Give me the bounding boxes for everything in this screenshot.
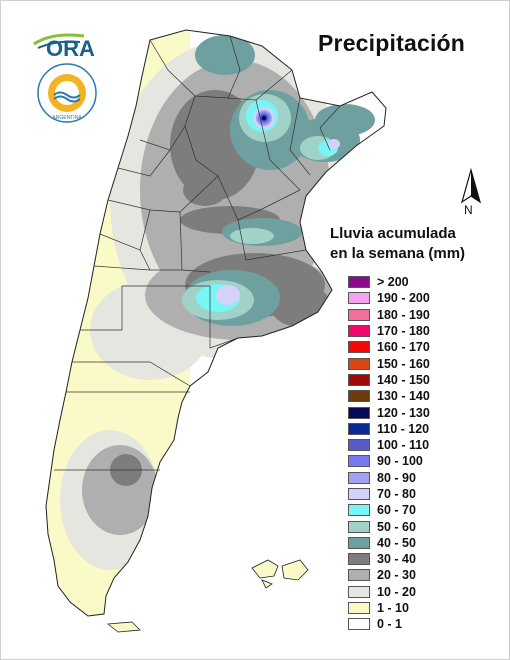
legend-item: 120 - 130 [348,404,430,420]
legend-label: 10 - 20 [377,584,416,599]
legend-item: 100 - 110 [348,437,430,453]
legend-item: 130 - 140 [348,388,430,404]
ora-logo: ORA [33,33,95,60]
legend-item: 70 - 80 [348,486,430,502]
legend-label: 20 - 30 [377,568,416,583]
legend-swatch [348,341,370,354]
institute-seal: ARGENTINA [37,63,97,123]
legend-item: 160 - 170 [348,339,430,355]
legend-item: 80 - 90 [348,470,430,486]
legend-swatch [348,553,370,566]
province-boundaries [54,35,341,471]
legend-label: 50 - 60 [377,519,416,534]
legend-label: 30 - 40 [377,552,416,567]
legend-title: Lluvia acumulada en la semana (mm) [330,224,465,264]
legend-item: 0 - 1 [348,616,430,632]
legend-swatch [348,325,370,338]
legend-swatch [348,618,370,631]
legend-label: 100 - 110 [377,438,430,453]
legend-swatch [348,569,370,582]
legend-item: 30 - 40 [348,551,430,567]
legend-label: 70 - 80 [377,487,416,501]
legend-swatch [348,536,370,549]
legend-swatch [348,406,370,419]
legend-swatch [348,585,370,598]
malvinas-islands [251,559,309,589]
legend-label: 0 - 1 [377,617,403,632]
legend-title-line1: Lluvia acumulada [330,225,456,242]
legend-item: 170 - 180 [348,323,430,339]
north-arrow-icon [460,168,482,204]
legend-item: 140 - 150 [348,372,430,388]
legend-title-line2: en la semana (mm) [330,245,466,262]
legend-label: 160 - 170 [377,340,430,355]
seal-text: ARGENTINA [52,115,82,121]
legend-item: 10 - 20 [348,584,430,600]
legend-item: 50 - 60 [348,518,430,534]
legend-item: 150 - 160 [348,355,430,371]
tierra-del-fuego [106,621,141,633]
legend-item: 190 - 200 [348,290,430,306]
legend-item: 20 - 30 [348,567,430,583]
legend-item: 40 - 50 [348,535,430,551]
legend-swatch [348,390,370,403]
legend-swatch [348,308,370,321]
legend-label: 180 - 190 [377,307,430,322]
legend-label: 140 - 150 [377,372,430,387]
map-title: Precipitación [318,30,466,56]
legend-swatch [348,439,370,452]
legend-label: 130 - 140 [377,389,430,404]
legend-item: 1 - 10 [348,600,430,616]
legend-label: > 200 [377,275,409,290]
legend-item: 60 - 70 [348,502,430,518]
country-outline [45,29,387,617]
legend-swatch [348,504,370,517]
legend-label: 60 - 70 [377,503,416,518]
legend-swatch [348,471,370,484]
legend-label: 90 - 100 [377,454,423,469]
legend-swatch [348,357,370,370]
north-arrow-label: N [464,203,473,217]
legend-swatch [348,373,370,386]
legend-item: 90 - 100 [348,453,430,469]
legend-swatch [348,488,370,500]
legend-swatch [348,520,370,533]
legend-swatch [348,602,370,615]
legend-swatch [348,276,370,289]
legend-label: 40 - 50 [377,535,416,550]
legend-item: 110 - 120 [348,421,430,437]
ora-logo-text: ORA [46,36,95,60]
legend-label: 120 - 130 [377,405,430,420]
legend: > 200 190 - 200 180 - 190 170 - 180 160 - 17… [348,274,430,633]
legend-swatch [348,292,370,305]
legend-label: 150 - 160 [377,356,430,371]
legend-label: 1 - 10 [377,601,409,616]
legend-label: 170 - 180 [377,324,430,339]
legend-swatch [348,455,370,468]
legend-item: > 200 [348,274,430,290]
legend-item: 180 - 190 [348,307,430,323]
legend-label: 110 - 120 [377,421,430,436]
legend-label: 80 - 90 [377,470,416,485]
legend-label: 190 - 200 [377,291,430,306]
legend-swatch [348,422,370,435]
